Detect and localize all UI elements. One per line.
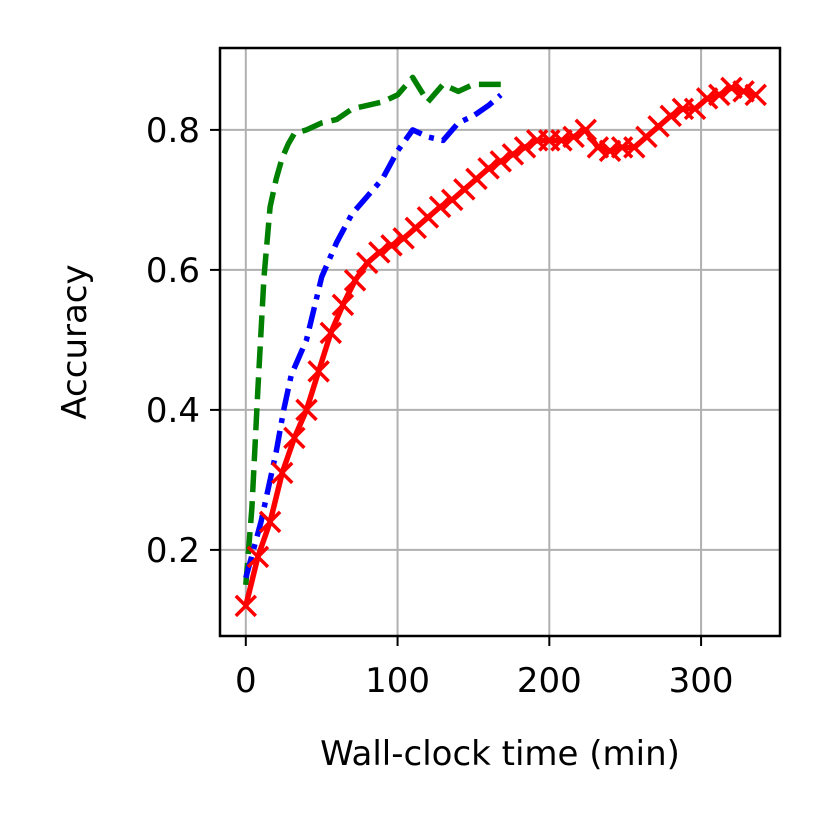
data-point-marker — [270, 461, 294, 485]
data-point-marker — [574, 118, 597, 142]
data-point-marker — [258, 510, 282, 534]
data-point-marker — [295, 398, 318, 422]
data-point-marker — [234, 594, 258, 618]
x-tick-label: 300 — [669, 661, 734, 701]
x-axis-label: Wall-clock time (min) — [320, 734, 680, 774]
data-point-marker — [343, 269, 367, 292]
data-point-marker — [501, 143, 525, 166]
data-point-marker — [477, 157, 500, 180]
series-line — [243, 92, 503, 579]
y-tick-label: 0.2 — [146, 531, 200, 571]
data-point-marker — [513, 136, 537, 159]
series-1 — [243, 74, 501, 586]
x-tick-label: 0 — [235, 661, 257, 701]
data-point-marker — [562, 125, 585, 149]
data-point-marker — [744, 83, 767, 107]
series-2 — [243, 92, 503, 579]
series-3 — [234, 76, 767, 618]
y-axis-label: Accuracy — [55, 264, 95, 419]
data-point-marker — [708, 83, 731, 107]
y-tick-label: 0.4 — [146, 391, 200, 431]
series-layer — [234, 74, 767, 618]
data-point-marker — [283, 426, 306, 450]
data-point-marker — [428, 195, 452, 219]
data-point-marker — [380, 234, 403, 257]
ticks: 0 100 200 300 0.2 0.4 0.6 0.8 — [146, 111, 734, 701]
data-point-marker — [489, 150, 512, 173]
data-point-marker — [331, 293, 355, 317]
series-line — [243, 74, 501, 586]
y-tick-label: 0.8 — [146, 111, 200, 151]
data-point-marker — [246, 545, 270, 569]
x-tick-label: 100 — [365, 661, 430, 701]
data-point-marker — [368, 241, 391, 264]
data-point-marker — [307, 360, 330, 383]
data-point-marker — [319, 321, 343, 345]
x-tick-label: 200 — [517, 661, 582, 701]
plot-frame — [218, 46, 782, 638]
grid — [220, 48, 780, 636]
data-point-marker — [659, 104, 682, 128]
series-line — [243, 85, 757, 607]
y-tick-label: 0.6 — [146, 251, 200, 291]
